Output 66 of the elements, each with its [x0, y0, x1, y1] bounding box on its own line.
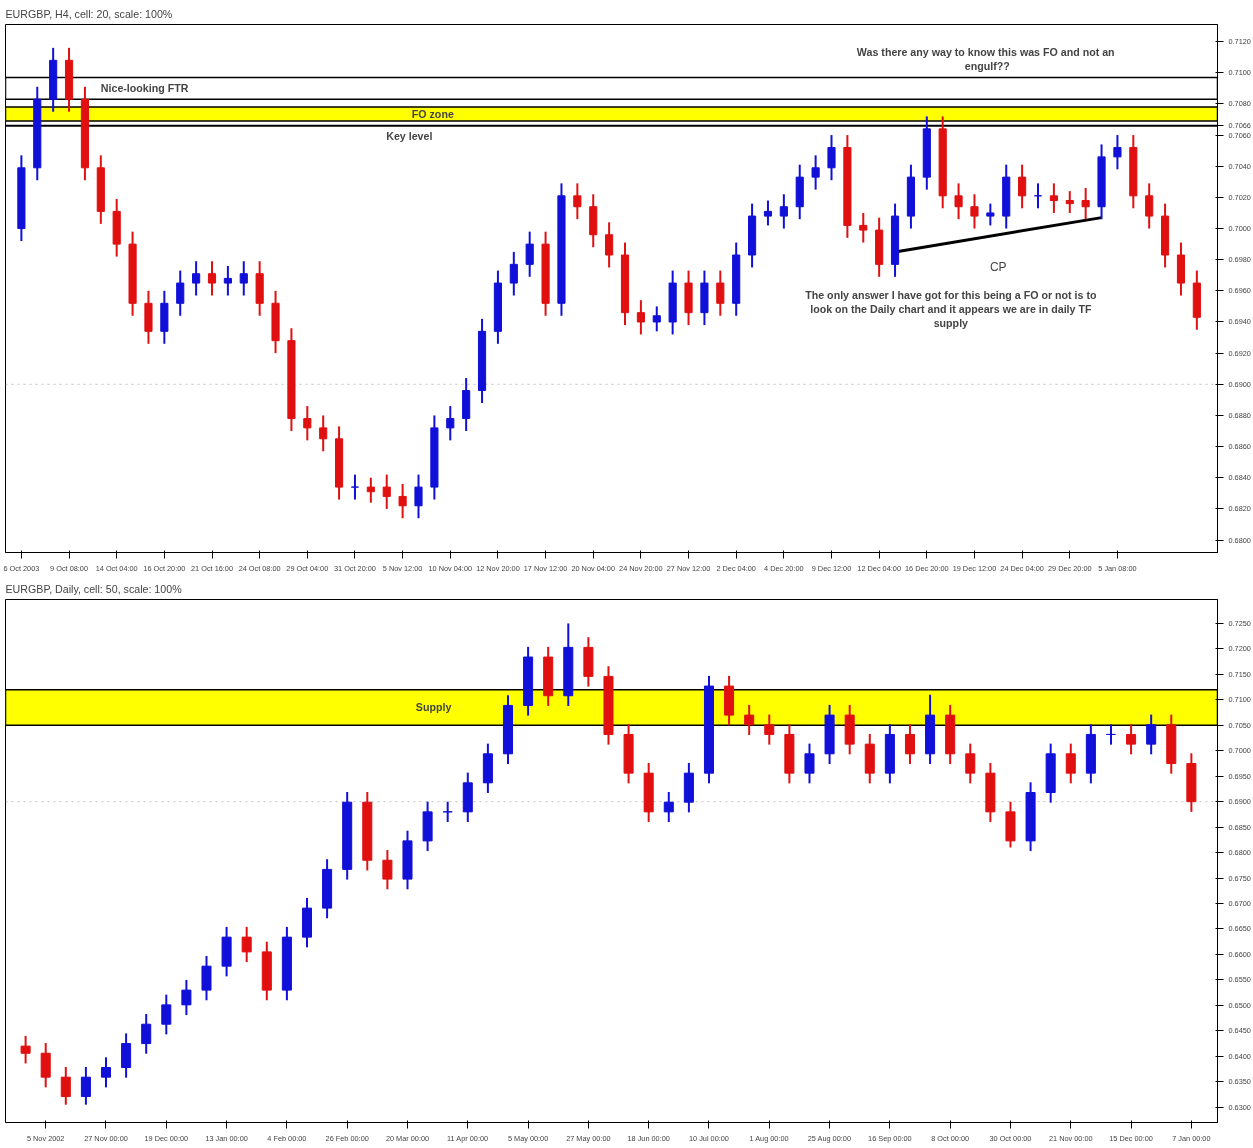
- candlestick: [804, 742, 815, 785]
- candlestick: [1065, 190, 1074, 214]
- candlestick: [80, 1065, 91, 1106]
- candlestick: [241, 925, 252, 964]
- candlestick: [1126, 723, 1137, 756]
- ref-line-label: Key level: [386, 129, 433, 142]
- candlestick: [20, 1034, 31, 1065]
- candlestick: [121, 1032, 132, 1079]
- band-label: Nice-looking FTR: [100, 82, 189, 95]
- candlestick: [605, 221, 614, 269]
- candlestick: [652, 305, 661, 333]
- candlestick: [319, 414, 328, 453]
- candlestick: [1146, 713, 1157, 756]
- candlestick: [525, 230, 534, 278]
- candlestick: [201, 954, 212, 1002]
- chart-title: EURGBP, Daily, cell: 50, scale: 100%: [5, 582, 183, 595]
- candlestick: [970, 193, 979, 230]
- band-label: Supply: [415, 701, 452, 714]
- candlestick: [100, 1056, 112, 1089]
- annotation: The only answer I have got for this being a FO or not is to look on the Daily chart and it appears we are in daily TF supply: [805, 288, 1097, 330]
- candlestick: [986, 202, 995, 227]
- candlestick: [827, 134, 836, 182]
- candlestick: [779, 193, 788, 230]
- candlestick: [1018, 163, 1027, 210]
- candlestick: [181, 978, 192, 1017]
- candlestick: [1081, 187, 1090, 221]
- candlestick: [446, 405, 455, 442]
- candlestick: [366, 476, 375, 504]
- candlestick: [509, 250, 518, 297]
- candlestick: [382, 473, 391, 510]
- candlestick: [636, 299, 645, 336]
- candlestick: [207, 260, 217, 297]
- candlestick: [744, 703, 755, 736]
- candlestick: [811, 154, 820, 191]
- candlestick: [859, 211, 868, 244]
- candlestick: [398, 482, 407, 520]
- candlestick: [382, 849, 393, 891]
- candlestick: [303, 405, 312, 442]
- series-label: CP: [989, 259, 1007, 274]
- candlestick: [716, 269, 725, 317]
- candlestick: [1145, 182, 1154, 230]
- annotation: Was there any way to know this was FO and not an engulf??: [856, 45, 1115, 73]
- candlestick: [904, 723, 915, 765]
- candlestick: [40, 1042, 51, 1089]
- candlestick: [1105, 723, 1116, 746]
- candlestick: [1065, 742, 1076, 785]
- candlestick: [223, 264, 232, 297]
- candlestick: [192, 260, 201, 297]
- chart-title: EURGBP, H4, cell: 20, scale: 100%: [5, 7, 173, 20]
- candlestick: [763, 199, 773, 227]
- candlestick: [965, 742, 976, 785]
- candlestick: [239, 260, 248, 297]
- band-label: FO zone: [411, 108, 454, 121]
- candlestick: [442, 800, 453, 824]
- candlestick: [60, 1065, 71, 1106]
- candlestick: [414, 473, 423, 520]
- candlestick: [141, 1013, 152, 1055]
- candlestick: [1113, 134, 1122, 171]
- candlestick: [663, 791, 674, 824]
- candlestick: [176, 269, 185, 317]
- candlestick: [764, 713, 775, 746]
- candlestick: [1049, 182, 1058, 214]
- candlestick: [954, 182, 963, 221]
- candlestick: [573, 182, 582, 221]
- candlestick: [161, 993, 172, 1036]
- candlestick: [350, 473, 360, 501]
